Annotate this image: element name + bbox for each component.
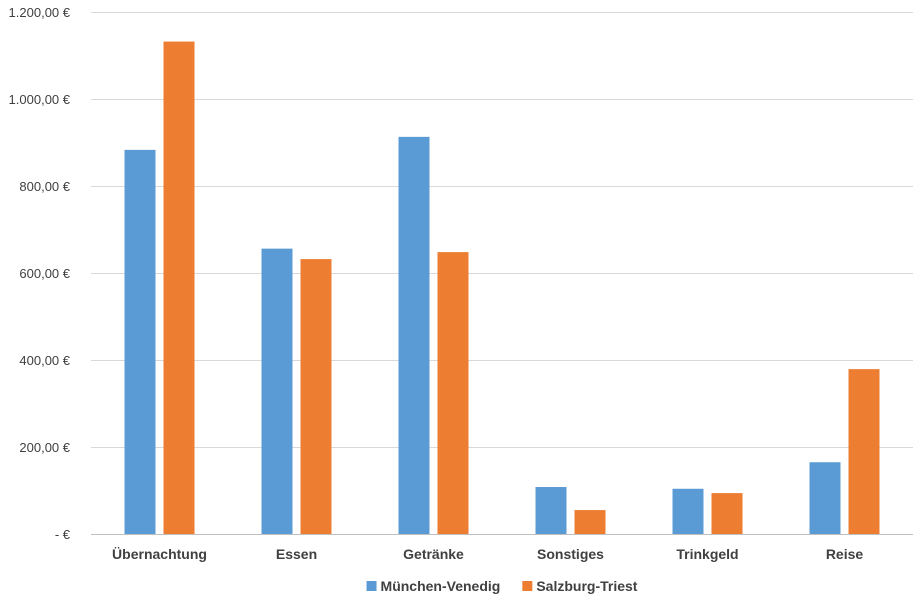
bar-series-1-1: [124, 149, 156, 534]
y-tick-label: 400,00 €: [19, 353, 70, 368]
bar-series-1-4: [535, 487, 567, 534]
y-tick-label: 800,00 €: [19, 179, 70, 194]
bars: [124, 41, 880, 535]
y-tick-label: 1.000,00 €: [9, 92, 71, 107]
legend-label: München-Venedig: [381, 578, 501, 594]
x-tick-label: Getränke: [403, 546, 464, 562]
bar-series-1-5: [672, 488, 704, 534]
x-tick-label: Übernachtung: [112, 546, 207, 562]
bar-series-2-2: [300, 259, 332, 534]
legend-swatch-series-2: [522, 581, 533, 591]
y-tick-label: 200,00 €: [19, 440, 70, 455]
bar-series-2-5: [711, 493, 743, 534]
legend-label: Salzburg-Triest: [536, 578, 637, 594]
y-tick-label: 600,00 €: [19, 266, 70, 281]
bar-series-1-2: [261, 248, 293, 534]
bar-series-2-6: [848, 369, 880, 534]
legend-swatch-series-1: [366, 581, 377, 591]
bar-series-1-6: [809, 462, 841, 534]
gridlines: [91, 12, 913, 535]
legend: München-Venedig Salzburg-Triest: [366, 578, 638, 594]
x-tick-label: Reise: [826, 546, 864, 562]
y-tick-label: 1.200,00 €: [9, 5, 71, 20]
x-tick-label: Trinkgeld: [676, 546, 738, 562]
bar-series-1-3: [398, 136, 430, 534]
bar-series-2-1: [163, 41, 195, 535]
y-axis-tick-labels: - € 200,00 € 400,00 € 600,00 € 800,00 € 1.000…: [9, 5, 71, 542]
x-axis-tick-labels: Übernachtung Essen Getränke Sonstiges Trinkg…: [112, 546, 863, 562]
x-tick-label: Sonstiges: [537, 546, 604, 562]
bar-series-2-3: [437, 252, 469, 534]
y-tick-label: - €: [55, 527, 71, 542]
bar-series-2-4: [574, 510, 606, 534]
x-tick-label: Essen: [276, 546, 317, 562]
